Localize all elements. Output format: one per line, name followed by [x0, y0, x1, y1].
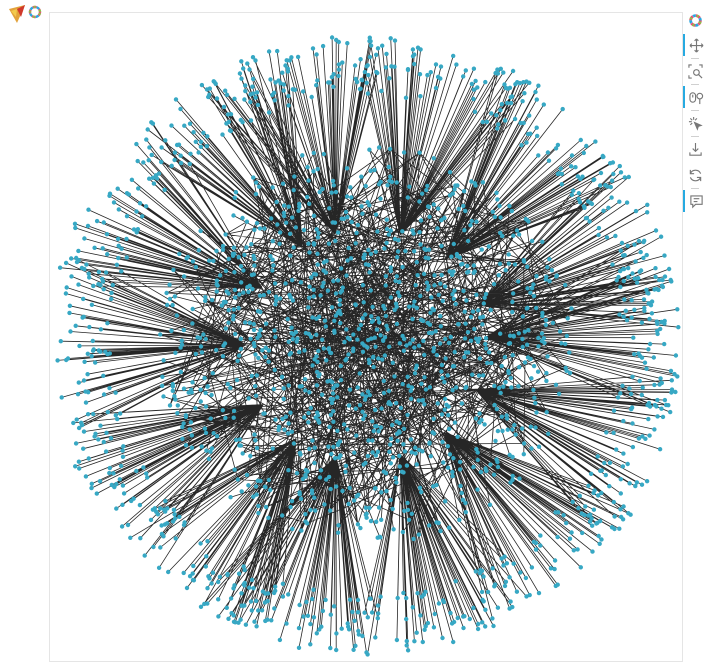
bokeh-logo-icon: [9, 5, 42, 23]
plot-canvas[interactable]: [49, 12, 683, 662]
reset-tool-icon: [689, 169, 701, 181]
hover-tool-button[interactable]: [683, 190, 707, 212]
pan-tool-button[interactable]: [683, 34, 707, 56]
toolbar-divider: [691, 188, 699, 189]
plot-toolbar: [683, 9, 707, 219]
toolbar-logo[interactable]: [683, 9, 707, 31]
reset-tool-button[interactable]: [683, 164, 707, 186]
wheel-zoom-tool-icon: [688, 91, 703, 104]
toolbar-divider: [691, 84, 699, 85]
wheel-zoom-tool-button[interactable]: [683, 86, 707, 108]
graph-nodes: [55, 35, 681, 657]
toolbar-divider: [691, 136, 699, 137]
node-markers: [55, 35, 681, 657]
bokeh-logo: [7, 3, 43, 25]
tap-tool-button[interactable]: [683, 112, 707, 134]
save-tool-button[interactable]: [683, 138, 707, 160]
network-graph[interactable]: [50, 13, 683, 662]
box-zoom-tool-button[interactable]: [683, 60, 707, 82]
tap-tool-icon: [688, 116, 703, 131]
pan-tool-icon: [689, 38, 703, 52]
toolbar-divider: [691, 110, 699, 111]
bokeh-logo-icon: [688, 13, 702, 27]
box-zoom-tool-icon: [687, 63, 703, 79]
hover-tool-icon: [689, 194, 703, 208]
save-tool-icon: [688, 142, 702, 156]
toolbar-divider: [691, 58, 699, 59]
